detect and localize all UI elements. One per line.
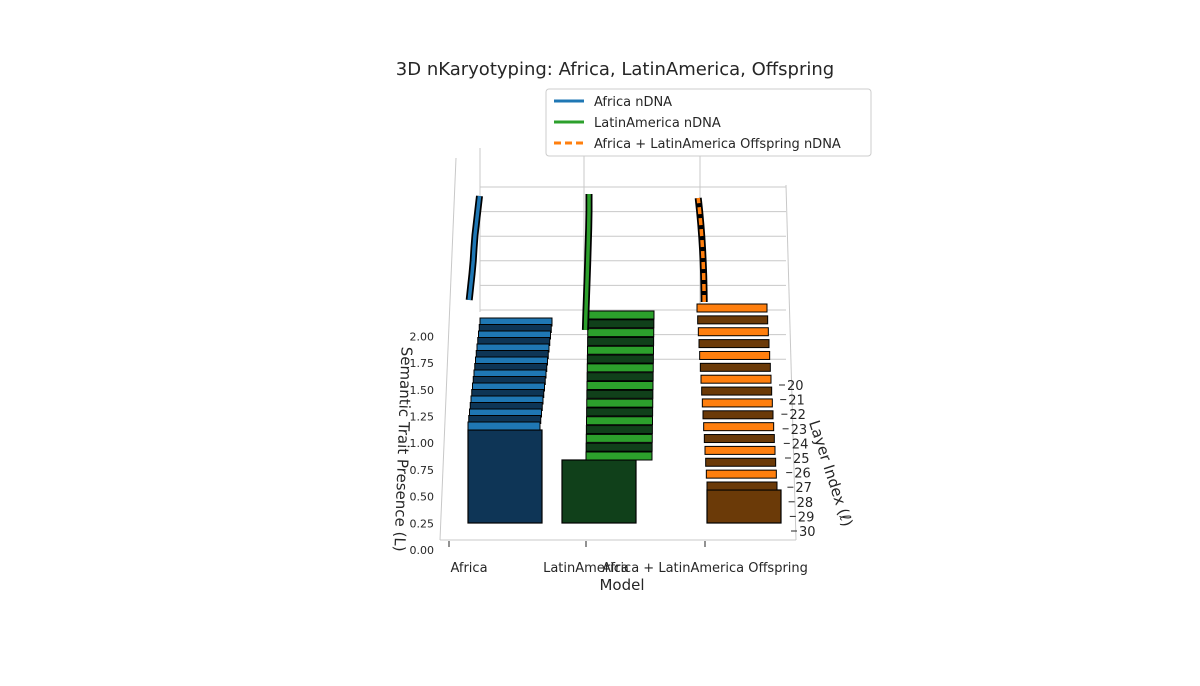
bar-slab [585, 451, 653, 461]
bar-slab [586, 381, 654, 390]
trait-line [696, 197, 706, 303]
trait-line [467, 195, 482, 301]
legend: Africa nDNA LatinAmerica nDNA Africa + Lat… [545, 88, 872, 157]
z-tick-label: 0.25 [410, 517, 435, 530]
bar-slab [699, 362, 771, 372]
layer-tick-label: 29 [798, 510, 815, 525]
layer-tick-label: 25 [793, 452, 810, 467]
legend-label: Africa nDNA [594, 95, 672, 110]
z-tick-label: 0.75 [410, 464, 435, 477]
bar-slab [467, 421, 541, 431]
bar-slab [701, 398, 773, 408]
bar-slab [586, 407, 654, 417]
bar-slab [701, 386, 773, 396]
chart-title: 3D nKaryotyping: Africa, LatinAmerica, O… [396, 59, 834, 80]
bar-slab [697, 327, 769, 337]
bar-slab [585, 442, 653, 452]
bar-slab [586, 354, 654, 364]
z-axis-ticks: 0.00 0.25 0.50 0.75 1.00 1.25 1.50 1.75 2.00 [410, 330, 435, 557]
bar-slab [587, 336, 655, 346]
bar-slab [697, 315, 769, 325]
legend-label: Africa + LatinAmerica Offspring nDNA [594, 137, 841, 152]
bar-slab [585, 433, 653, 443]
pane-grid [439, 148, 797, 541]
bar-slab [700, 374, 772, 384]
z-tick-label: 1.50 [410, 384, 435, 397]
model-tick-label: Africa [450, 561, 487, 576]
layer-tick-label: 23 [791, 423, 808, 438]
model-tick-label: Africa + LatinAmerica Offspring [602, 561, 808, 576]
bar-slab [587, 319, 655, 329]
bar-slab [586, 363, 654, 373]
bar-slab [587, 328, 655, 338]
bar-slab [706, 481, 778, 491]
z-tick-label: 0.00 [410, 544, 435, 557]
layer-tick-label: 27 [795, 481, 812, 496]
layer-tick-label: 20 [787, 379, 804, 394]
bar-stacks [467, 303, 782, 524]
z-tick-label: 1.25 [410, 411, 435, 424]
bar-slab [705, 457, 777, 467]
legend-frame [545, 88, 872, 157]
pane-edge [439, 157, 457, 541]
layer-tick-label: 22 [789, 408, 806, 423]
bar-slab [704, 445, 776, 455]
bar-slab [587, 345, 654, 355]
trait-lines [465, 194, 708, 331]
z-tick-label: 1.00 [410, 437, 435, 450]
z-tick-label: 0.50 [410, 491, 435, 504]
bar-slab [586, 416, 653, 426]
bar-slab [696, 303, 768, 313]
bar-slab [586, 398, 654, 408]
pane-edge [785, 184, 797, 541]
model-tick-label: LatinAmerica [543, 561, 629, 576]
bar-slab [703, 422, 775, 432]
bar-slab [587, 310, 655, 320]
x-axis-label: Model [599, 576, 644, 594]
bar-base-block [467, 429, 543, 524]
bar-slab [698, 339, 770, 349]
legend-label: LatinAmerica nDNA [594, 116, 721, 131]
bar-slab [702, 410, 774, 420]
trait-line [583, 194, 591, 331]
bar-base-block [561, 459, 637, 524]
bar-slab [705, 469, 777, 479]
layer-tick-label: 26 [794, 467, 811, 482]
z-tick-label: 1.75 [410, 357, 435, 370]
z-tick-label: 2.00 [410, 330, 435, 343]
layer-tick-label: 30 [799, 525, 816, 540]
bar-slab [586, 372, 654, 382]
bar-base-block [706, 489, 782, 524]
bar-slab [585, 425, 653, 435]
bar-slab [703, 434, 775, 444]
bar-slab [699, 350, 771, 360]
bar-slab [586, 389, 654, 399]
layer-tick-label: 28 [797, 496, 814, 511]
layer-tick-label: 21 [788, 394, 805, 409]
layer-tick-label: 24 [792, 437, 809, 452]
